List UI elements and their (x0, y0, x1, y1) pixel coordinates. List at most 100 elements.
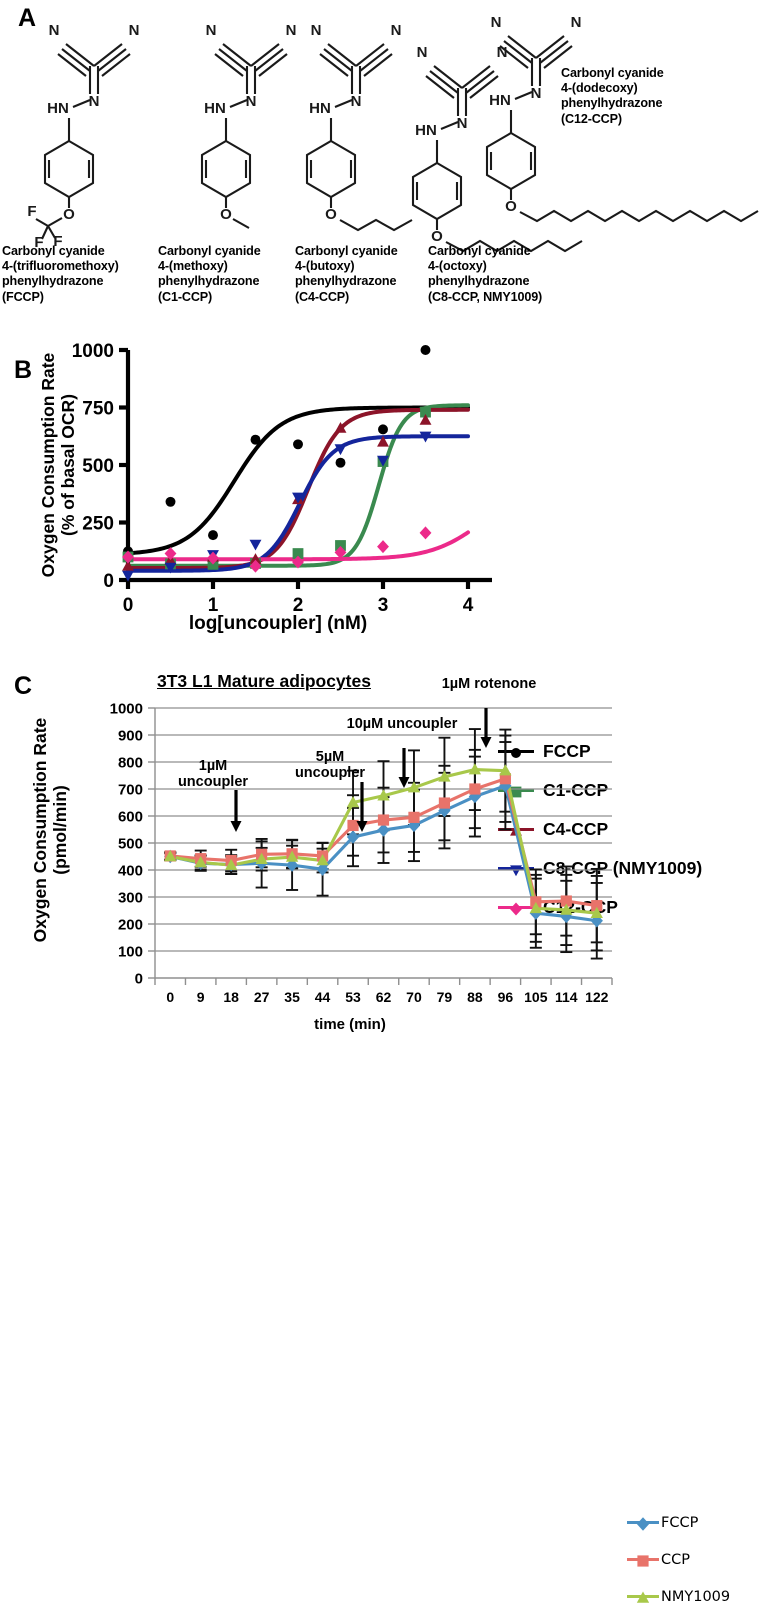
panel-b-data-point (334, 421, 347, 433)
panel-b-data-point (249, 553, 262, 564)
panel-b-y-tick: 250 (82, 514, 114, 535)
panel-b-curve (126, 407, 470, 571)
panel-c-data-point (560, 903, 573, 915)
panel-c-data-point (530, 896, 542, 908)
panel-c-data-point (529, 901, 542, 914)
panel-c-y-tick: 1000 (110, 701, 143, 718)
panel-b-legend-swatch (498, 747, 534, 758)
panel-c-data-point (438, 770, 451, 782)
panel-c-legend-label: NMY1009 (661, 1588, 731, 1605)
panel-b-data-point (335, 457, 346, 468)
panel-c-y-tick: 0 (135, 971, 143, 988)
svg-text:HN: HN (204, 100, 226, 117)
panel-c-annotation-label: 1µM uncoupler (177, 758, 249, 790)
molecule-name-c1-ccp: Carbonyl cyanide 4-(methoxy) phenylhydra… (158, 244, 261, 304)
panel-c-data-point (407, 818, 421, 833)
panel-c-annotation-arrow (398, 748, 410, 788)
svg-text:N: N (311, 22, 322, 39)
panel-c-x-tick: 27 (254, 989, 270, 1005)
structure-c4-ccp: N N N HN O (305, 22, 413, 232)
panel-c-annotation-arrow (480, 708, 492, 748)
panel-c-y-tick: 800 (118, 755, 143, 772)
panel-c-x-tick: 96 (498, 989, 514, 1005)
panel-c-legend-marker (637, 1555, 649, 1567)
panel-b-legend-marker (510, 902, 522, 915)
structure-c1-ccp: N N N HN O (200, 22, 296, 229)
panel-b-letter: B (14, 356, 33, 384)
panel-c-x-tick: 79 (437, 989, 453, 1005)
panel-c-data-point (225, 858, 238, 870)
panel-c-data-point (407, 781, 421, 793)
panel-b-data-point (292, 492, 304, 504)
panel-b-x-axis-label: log[uncoupler] (nM) (188, 613, 368, 634)
panel-c-data-point (560, 895, 572, 907)
panel-c-x-tick: 62 (376, 989, 392, 1005)
panel-b-legend-item: FCCP (498, 736, 702, 766)
panel-b-curve (126, 434, 470, 573)
panel-c-data-point (469, 783, 481, 795)
panel-b-data-point (419, 526, 432, 540)
structure-fccp: N N N HN O F F F (27, 22, 140, 251)
panel-c-data-point (377, 814, 390, 826)
panel-b-x-tick: 3 (378, 595, 389, 616)
panel-c-data-point (316, 862, 329, 876)
svg-text:HN: HN (415, 122, 437, 139)
panel-b-data-point (293, 439, 303, 450)
panel-b-x-tick: 1 (208, 595, 219, 616)
panel-c-legend-marker-shape (637, 1555, 649, 1567)
panel-a-letter: A (18, 4, 37, 32)
structure-c8-ccp: N N N HN O (411, 44, 583, 253)
panel-b-data-point (377, 455, 389, 467)
panel-c-plot: 0 100 200 300 400 500 600 700 800 900 1000 0 9 18 27 35… (110, 676, 613, 1005)
panel-c-legend-item: CCP (627, 1541, 730, 1578)
svg-text:O: O (505, 198, 517, 215)
panel-c-annotation-label: 1µM rotenone (441, 676, 537, 692)
panel-b-data-point (165, 496, 176, 507)
panel-c-data-point (285, 850, 299, 862)
panel-c-data-point (590, 906, 603, 918)
panel-c-y-tick: 400 (118, 863, 143, 880)
panel-c-data-point (316, 854, 329, 866)
panel-b-data-point (208, 530, 218, 541)
panel-b-legend-label: C8-CCP (NMY1009) (543, 857, 703, 878)
panel-c-data-point (499, 779, 512, 793)
svg-text:N: N (206, 22, 217, 39)
panel-b-data-point (250, 434, 261, 445)
svg-text:N: N (351, 93, 362, 110)
panel-c-data-point (499, 773, 511, 785)
panel-b-legend-label: FCCP (543, 740, 591, 761)
panel-c-x-tick: 44 (315, 989, 331, 1005)
panel-c-data-point (377, 823, 390, 837)
panel-b-data-point (419, 431, 432, 443)
svg-text:N: N (497, 44, 508, 61)
atom-label-o: O (63, 206, 75, 223)
panel-b-legend-marker-shape (510, 902, 522, 915)
atom-label-n: N (49, 22, 60, 39)
panel-c-letter: C (14, 672, 33, 700)
panel-b-data-point (292, 555, 304, 569)
panel-b-data-point (292, 548, 304, 559)
panel-c-y-tick: 700 (118, 782, 143, 799)
svg-text:HN: HN (309, 100, 331, 117)
panel-c-annotation-label: 5µM uncoupler (294, 749, 366, 781)
panel-c-legend-label: CCP (661, 1551, 690, 1568)
panel-b-legend-swatch (498, 902, 534, 915)
panel-c-x-tick: 0 (166, 989, 174, 1005)
panel-b-x-tick: 0 (123, 595, 134, 616)
panel-c-x-axis-label: time (min) (314, 1016, 386, 1033)
panel-b-legend-swatch (498, 786, 534, 797)
panel-b-data-point (122, 570, 134, 582)
panel-c-x-tick: 18 (223, 989, 239, 1005)
panel-c-y-tick: 100 (118, 944, 143, 961)
atom-label-n: N (129, 22, 140, 39)
panel-b-curve (126, 405, 470, 556)
panel-c-data-point (468, 763, 482, 775)
panel-a: A N N N (0, 0, 767, 332)
panel-c-legend-swatch (627, 1555, 659, 1567)
panel-c-data-point (346, 796, 360, 808)
panel-b-legend-label: C4-CCP (543, 818, 609, 839)
panel-c-legend-item: FCCP (627, 1504, 730, 1541)
panel-c-annotation: 1µM rotenone (441, 676, 537, 692)
panel-c-data-point (255, 852, 268, 864)
